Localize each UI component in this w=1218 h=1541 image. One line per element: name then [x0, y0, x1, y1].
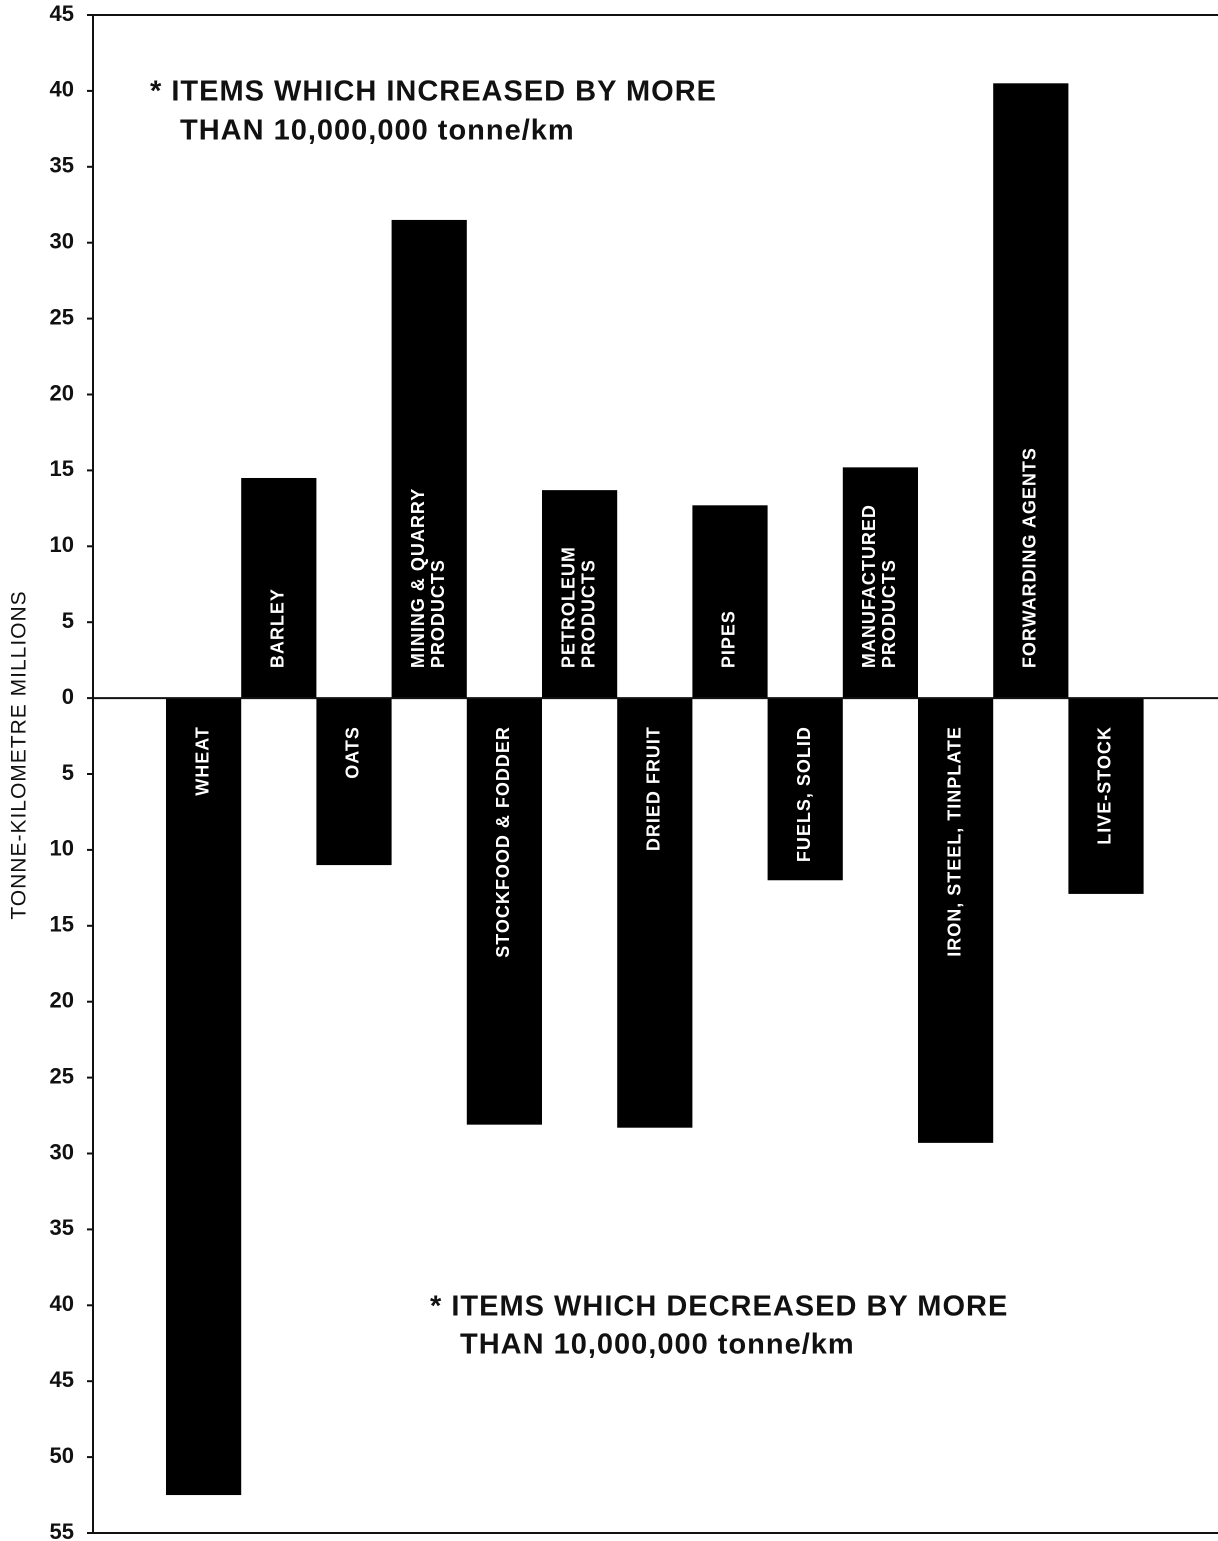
bar — [391, 219, 467, 699]
y-tick-label: 35 — [50, 153, 74, 178]
bar-label: LIVE-STOCK — [1095, 726, 1115, 845]
bar — [918, 698, 994, 1143]
y-tick-label: 5 — [62, 760, 74, 785]
bar-label: PRODUCTS — [428, 559, 448, 668]
bar-label: MANUFACTURED — [859, 504, 879, 668]
y-tick-label: 45 — [50, 1367, 74, 1392]
bar-label: MINING & QUARRY — [408, 488, 428, 668]
annotation: * ITEMS WHICH DECREASED BY MORE — [430, 1291, 1008, 1323]
bar-label: DRIED FRUIT — [644, 726, 664, 851]
y-tick-label: 10 — [50, 532, 74, 557]
bar-label: PIPES — [719, 610, 739, 668]
bar — [241, 477, 317, 699]
bar-label: FORWARDING AGENTS — [1020, 447, 1040, 668]
y-tick-label: 0 — [62, 684, 74, 709]
bar — [466, 698, 542, 1125]
y-tick-label: 30 — [50, 1139, 74, 1164]
bar-label: PETROLEUM — [558, 546, 578, 668]
y-tick-label: 15 — [50, 912, 74, 937]
y-tick-label: 20 — [50, 380, 74, 405]
y-axis-title: TONNE-KILOMETRE MILLIONS — [8, 590, 31, 919]
bar — [617, 698, 693, 1128]
bar — [692, 505, 768, 699]
y-tick-label: 10 — [50, 836, 74, 861]
bar — [842, 467, 918, 699]
y-tick-label: 25 — [50, 304, 74, 329]
bar-label: BARLEY — [268, 588, 288, 668]
y-tick-label: 30 — [50, 229, 74, 254]
y-tick-label: 45 — [50, 1, 74, 26]
bar-label: WHEAT — [192, 726, 212, 796]
bar — [1068, 698, 1144, 894]
bar-label: FUELS, SOLID — [794, 726, 814, 862]
bar-label: OATS — [343, 726, 363, 779]
bar-label: PRODUCTS — [879, 559, 899, 668]
bar — [767, 698, 843, 881]
annotation: THAN 10,000,000 tonne/km — [460, 1329, 855, 1361]
y-tick-label: 40 — [50, 1291, 74, 1316]
y-tick-label: 15 — [50, 456, 74, 481]
y-tick-label: 25 — [50, 1063, 74, 1088]
annotation: * ITEMS WHICH INCREASED BY MORE — [150, 76, 717, 108]
bar — [166, 698, 242, 1496]
bar-label: STOCKFOOD & FODDER — [493, 726, 513, 958]
bar — [993, 83, 1069, 699]
y-tick-label: 35 — [50, 1215, 74, 1240]
bar — [316, 698, 392, 866]
y-tick-label: 40 — [50, 77, 74, 102]
y-tick-label: 20 — [50, 988, 74, 1013]
y-tick-label: 5 — [62, 608, 74, 633]
bar — [542, 490, 618, 699]
y-tick-label: 50 — [50, 1443, 74, 1468]
bar-label: IRON, STEEL, TINPLATE — [944, 726, 964, 957]
annotation: THAN 10,000,000 tonne/km — [180, 115, 575, 147]
y-tick-label: 55 — [50, 1519, 74, 1541]
bar-label: PRODUCTS — [578, 559, 598, 668]
